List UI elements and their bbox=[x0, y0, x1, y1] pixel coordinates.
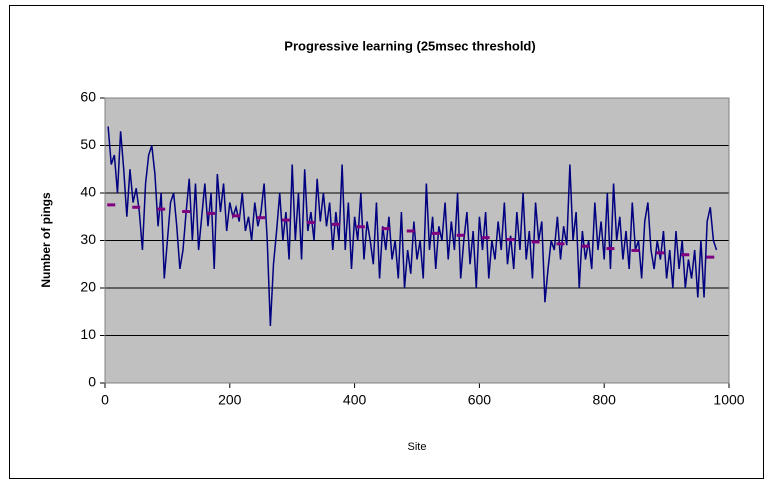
y-axis-label: Number of pings bbox=[39, 192, 53, 288]
x-tick-label: 800 bbox=[593, 392, 617, 408]
chart-title: Progressive learning (25msec threshold) bbox=[284, 38, 535, 53]
x-axis-label: Site bbox=[408, 441, 427, 453]
y-tick-label: 30 bbox=[80, 231, 96, 247]
y-tick-label: 50 bbox=[80, 136, 96, 152]
y-tick-label: 10 bbox=[80, 326, 96, 342]
x-tick-label: 0 bbox=[101, 392, 109, 408]
y-tick-label: 0 bbox=[88, 374, 96, 390]
y-tick-label: 20 bbox=[80, 279, 96, 295]
plot-border bbox=[104, 97, 730, 384]
x-tick-label: 600 bbox=[468, 392, 492, 408]
x-tick-label: 400 bbox=[343, 392, 367, 408]
x-tick-label: 1000 bbox=[713, 392, 744, 408]
data-line bbox=[107, 126, 718, 327]
y-tick-label: 40 bbox=[80, 184, 96, 200]
y-tick-label: 60 bbox=[80, 89, 96, 105]
x-tick-label: 200 bbox=[218, 392, 242, 408]
